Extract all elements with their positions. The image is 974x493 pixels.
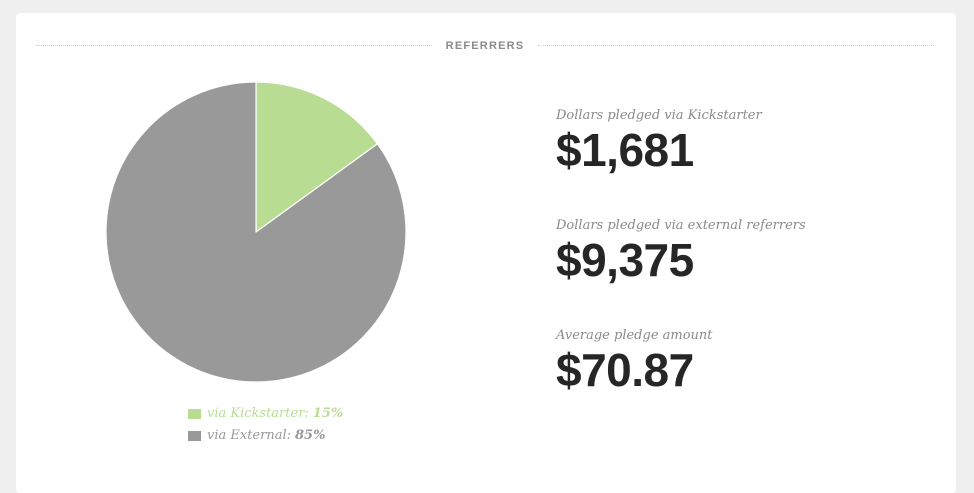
stat-label: Dollars pledged via external referrers <box>556 218 806 233</box>
stat-value: $9,375 <box>556 234 694 286</box>
pie-legend: via Kickstarter: 15% via External: 85% <box>188 403 343 447</box>
legend-item-kickstarter: via Kickstarter: 15% <box>188 403 343 425</box>
pie-slice-kickstarter <box>255 81 378 233</box>
legend-label-external: via External: <box>207 428 291 443</box>
legend-swatch-kickstarter <box>188 409 201 419</box>
stat-label: Average pledge amount <box>556 328 713 343</box>
legend-percent-external: 85% <box>295 428 326 443</box>
stat-kickstarter-pledged: Dollars pledged via Kickstarter $1,681 <box>556 107 806 217</box>
pie-slice-external <box>105 81 407 383</box>
section-title: REFERRERS <box>445 40 525 52</box>
stat-external-pledged: Dollars pledged via external referrers $… <box>556 217 806 327</box>
stat-value: $70.87 <box>556 344 694 396</box>
pledge-stats: Dollars pledged via Kickstarter $1,681 D… <box>556 107 806 437</box>
legend-swatch-external <box>188 431 201 441</box>
legend-percent-kickstarter: 15% <box>312 406 344 421</box>
legend-label-kickstarter: via Kickstarter: <box>207 406 309 421</box>
stat-average-pledge: Average pledge amount $70.87 <box>556 327 806 437</box>
stat-value: $1,681 <box>556 124 694 176</box>
section-header: REFERRERS <box>36 37 934 55</box>
referrers-card: REFERRERS via Kickstarter: 15% via Exter… <box>16 13 956 493</box>
header-rule-left <box>36 45 432 46</box>
legend-item-external: via External: 85% <box>188 425 343 447</box>
referrers-pie-chart <box>105 81 407 383</box>
header-rule-right <box>538 45 934 46</box>
stat-label: Dollars pledged via Kickstarter <box>556 108 762 123</box>
